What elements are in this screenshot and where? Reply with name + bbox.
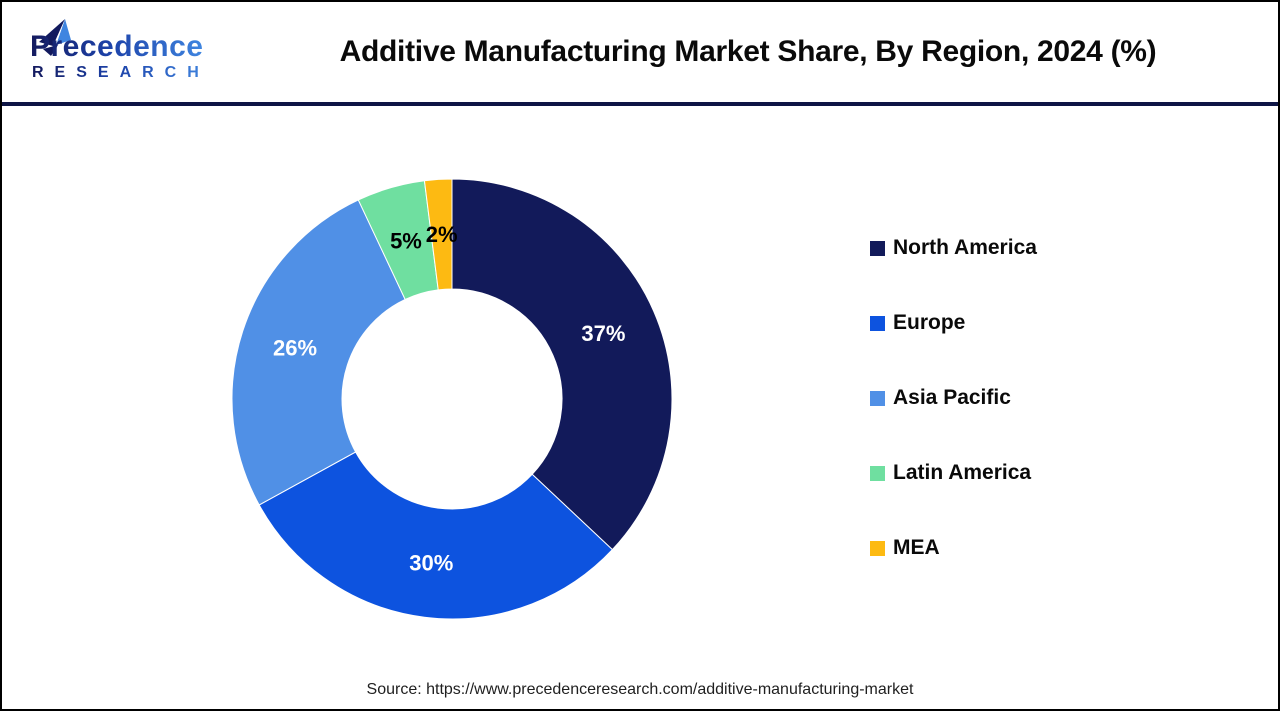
chart-title: Additive Manufacturing Market Share, By … xyxy=(339,35,1157,68)
legend-item-north-america: North America xyxy=(870,236,1037,259)
slice-label-europe: 30% xyxy=(409,550,453,575)
legend-swatch-mea xyxy=(870,540,885,556)
donut-chart: 37% 30% 26% 5% 2% xyxy=(222,169,682,629)
slice-label-north-america: 37% xyxy=(581,321,625,346)
donut-slice-europe xyxy=(258,451,614,620)
donut-slice-north-america xyxy=(451,178,673,551)
donut-chart-svg: 37% 30% 26% 5% 2% xyxy=(231,178,673,620)
legend-label-latin-america: Latin America xyxy=(893,461,1032,484)
legend-item-mea: MEA xyxy=(870,536,1037,559)
legend-label-asia-pacific: Asia Pacific xyxy=(893,386,1011,409)
logo: Precedence RESEARCH xyxy=(2,2,252,102)
paper-plane-icon xyxy=(39,19,71,56)
legend-item-europe: Europe xyxy=(870,311,1037,334)
logo-wordmark: Precedence xyxy=(30,30,204,63)
logo-subtext: RESEARCH xyxy=(32,64,210,81)
legend-swatch-latin-america xyxy=(870,465,885,481)
legend-label-europe: Europe xyxy=(893,311,966,334)
source-text: Source: https://www.precedenceresearch.c… xyxy=(366,681,914,698)
legend: North America Europe Asia Pacific Latin Ame… xyxy=(870,236,1037,559)
donut-slice-mea xyxy=(423,178,453,291)
legend-label-north-america: North America xyxy=(893,236,1037,259)
slice-label-latin-america: 5% xyxy=(390,228,422,253)
legend-swatch-asia-pacific xyxy=(870,390,885,406)
legend-item-asia-pacific: Asia Pacific xyxy=(870,386,1037,409)
donut-slice-asia-pacific xyxy=(231,199,406,506)
legend-item-latin-america: Latin America xyxy=(870,461,1037,484)
slice-label-asia-pacific: 26% xyxy=(273,336,317,361)
legend-swatch-north-america xyxy=(870,240,885,256)
slice-label-mea: 2% xyxy=(426,222,458,247)
legend-swatch-europe xyxy=(870,315,885,331)
legend-label-mea: MEA xyxy=(893,536,940,559)
header: Precedence RESEARCH Additive Manufacturi… xyxy=(2,2,1278,106)
